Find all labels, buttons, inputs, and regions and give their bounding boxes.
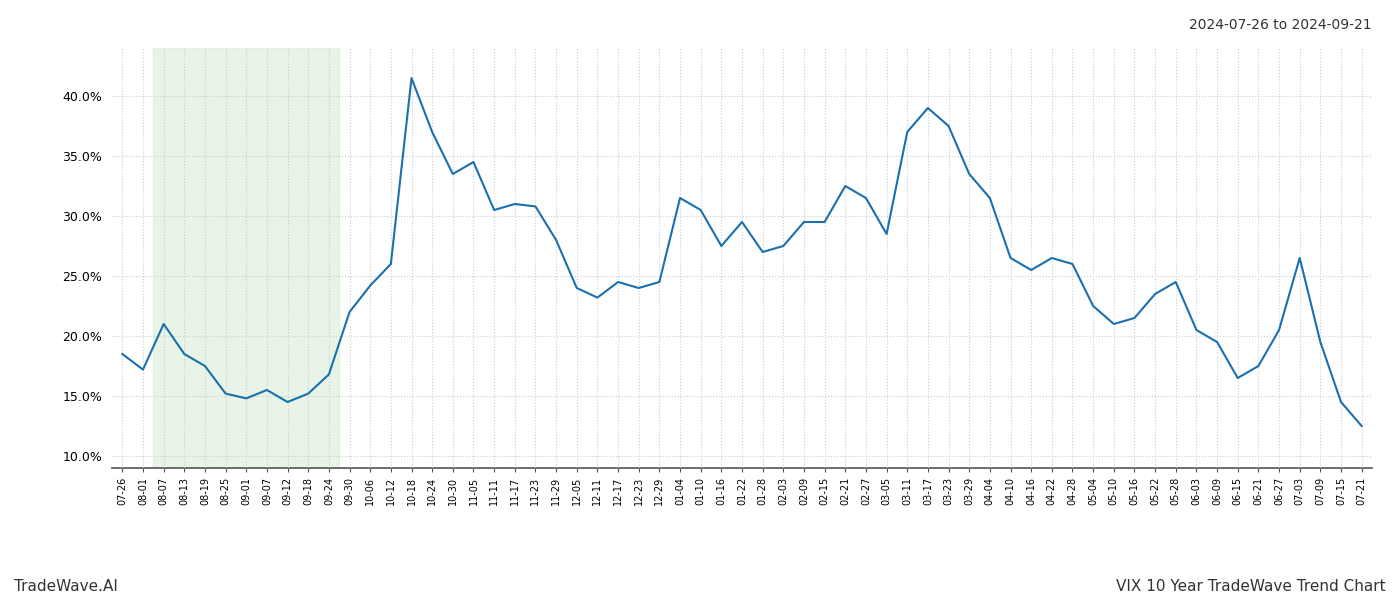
Text: VIX 10 Year TradeWave Trend Chart: VIX 10 Year TradeWave Trend Chart — [1116, 579, 1386, 594]
Text: 2024-07-26 to 2024-09-21: 2024-07-26 to 2024-09-21 — [1190, 18, 1372, 32]
Bar — [154, 48, 339, 468]
Text: TradeWave.AI: TradeWave.AI — [14, 579, 118, 594]
